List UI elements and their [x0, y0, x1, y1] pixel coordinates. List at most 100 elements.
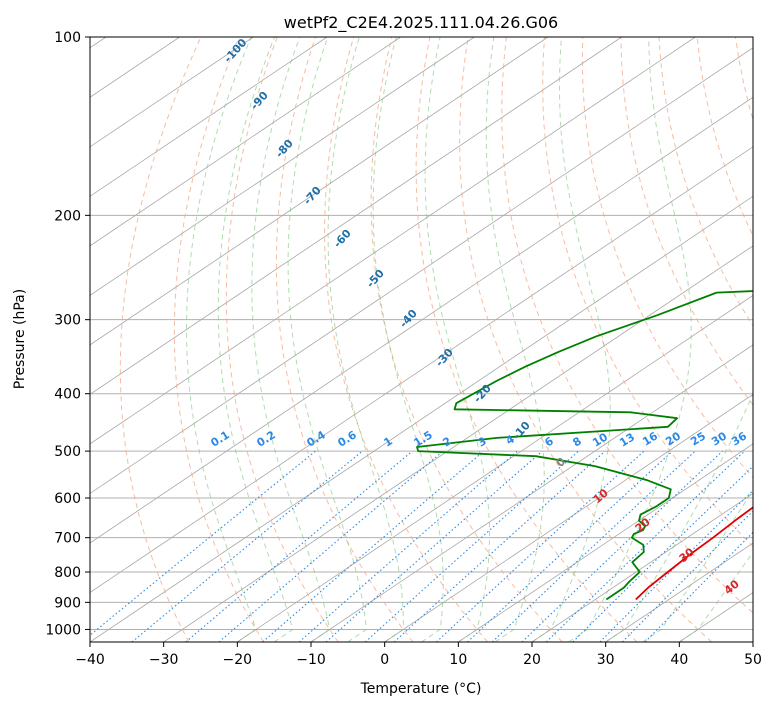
mixing-ratio-line	[491, 450, 696, 642]
mixing-ratio-line	[521, 450, 723, 642]
y-axis-label: Pressure (hPa)	[12, 289, 28, 389]
dry-adiabat	[275, 37, 414, 642]
isotherm-line	[90, 146, 753, 593]
dry-adiabat	[173, 37, 264, 642]
dry-adiabat	[324, 37, 488, 642]
mixing-ratio-line	[572, 465, 753, 642]
moist-adiabat	[251, 37, 331, 642]
pressure-gridlines	[90, 37, 753, 630]
mixing-ratio-label: 16	[640, 429, 660, 448]
isotherm-line	[163, 245, 753, 642]
mixing-ratio-label: 36	[729, 429, 749, 448]
isotherm-line	[90, 37, 475, 296]
axis-ticks: −40 −30 −20 −10 0 10 20 30 40 5010020030040050060…	[45, 30, 762, 668]
mixing-ratio-lines	[90, 450, 753, 642]
dry-adiabat	[119, 37, 202, 642]
mixing-ratio-line	[467, 450, 673, 642]
mixing-ratio-line	[436, 450, 645, 642]
plot-area: 0.1 0.2 0.4 0.6 1 1.5 2 3 4 6 8 10 13 16 20 25 30 36-100-…	[90, 37, 753, 642]
mixing-ratio-label: 1.5	[411, 428, 434, 449]
y-tick-label: 400	[54, 387, 81, 403]
moist-adiabat-label: -40	[397, 307, 420, 331]
mixing-ratio-line	[90, 450, 316, 636]
dry-adiabat	[696, 37, 753, 237]
isotherm-line	[90, 37, 328, 197]
moist-adiabats	[186, 37, 753, 642]
temperature-line	[635, 506, 753, 601]
moist-adiabat	[679, 551, 753, 642]
x-tick-label: −10	[296, 652, 326, 668]
moist-adiabat-label: -90	[248, 89, 271, 113]
x-tick-label: −40	[75, 652, 105, 668]
mixing-ratio-label: 0.2	[254, 428, 277, 449]
y-tick-label: 500	[54, 444, 81, 460]
dry-adiabat	[225, 37, 339, 642]
moist-adiabat-label: -30	[433, 346, 456, 370]
mixing-ratio-line	[262, 450, 485, 642]
dry-adiabat	[370, 37, 563, 642]
plot-frame	[89, 36, 754, 643]
mixing-ratio-line	[218, 450, 444, 642]
y-tick-label: 700	[54, 531, 81, 547]
mixing-ratio-line	[185, 450, 413, 642]
isotherm-line	[90, 37, 254, 148]
chart-title: wetPf2_C2E4.2025.111.04.26.G06	[284, 13, 558, 33]
moist-adiabat	[186, 37, 257, 642]
dry-adiabat-label: 40	[722, 577, 742, 597]
inline-labels: 0.1 0.2 0.4 0.6 1 1.5 2 3 4 6 8 10 13 16 20 25 30 36-100-…	[208, 37, 749, 597]
mixing-ratio-label: 30	[709, 429, 729, 448]
x-tick-label: −30	[149, 652, 179, 668]
x-axis-label: Temperature (°C)	[360, 681, 482, 697]
dry-adiabats	[119, 37, 753, 642]
moist-adiabat-label: -70	[301, 184, 324, 208]
x-tick-label: 40	[670, 652, 688, 668]
isotherm-line	[752, 641, 753, 642]
dry-adiabat	[459, 37, 713, 642]
dry-adiabat	[658, 37, 753, 327]
isotherm-line	[458, 443, 753, 642]
isotherm-line	[310, 344, 753, 642]
isotherm-line	[90, 195, 753, 642]
mixing-ratio-label: 8	[570, 434, 583, 449]
isotherm-line	[531, 492, 753, 642]
isotherm-line	[90, 37, 549, 346]
x-tick-label: −20	[223, 652, 253, 668]
mixing-ratio-label: 20	[663, 429, 683, 448]
moist-adiabat	[287, 37, 368, 642]
dewpoint-line	[416, 290, 753, 601]
dry-adiabat	[501, 37, 753, 614]
mixing-ratio-line	[599, 489, 753, 642]
moist-adiabat	[327, 37, 404, 642]
mixing-ratio-label: 13	[617, 430, 637, 449]
y-tick-label: 300	[54, 313, 81, 329]
isotherm-line	[90, 96, 753, 544]
moist-adiabat-label: -80	[273, 137, 296, 161]
moist-adiabat	[485, 37, 545, 642]
mixing-ratio-label: 25	[688, 429, 708, 448]
mixing-ratio-line	[622, 510, 753, 642]
moist-adiabat	[372, 37, 444, 642]
dry-adiabat-label: 20	[633, 515, 653, 535]
isotherm-line	[90, 37, 622, 395]
mixing-ratio-line	[131, 450, 363, 642]
mixing-ratio-line	[393, 450, 606, 642]
skewed-isotherms	[90, 37, 753, 642]
y-tick-label: 100	[54, 30, 81, 46]
mixing-ratio-label: 10	[590, 430, 610, 449]
mixing-ratio-label: 0.4	[304, 428, 328, 450]
dry-adiabat	[581, 37, 753, 479]
isotherm-line	[237, 294, 753, 642]
x-tick-label: 50	[744, 652, 762, 668]
mixing-ratio-label: 0.1	[208, 428, 231, 449]
data-series	[416, 290, 753, 601]
y-tick-label: 200	[54, 208, 81, 224]
moist-adiabat	[424, 37, 490, 642]
x-tick-label: 30	[597, 652, 615, 668]
mixing-ratio-label: 0.6	[335, 428, 359, 450]
mixing-ratio-line	[644, 531, 753, 642]
isotherm-line	[90, 37, 696, 445]
y-tick-label: 1000	[45, 622, 81, 638]
mixing-ratio-label: 1	[381, 434, 394, 449]
